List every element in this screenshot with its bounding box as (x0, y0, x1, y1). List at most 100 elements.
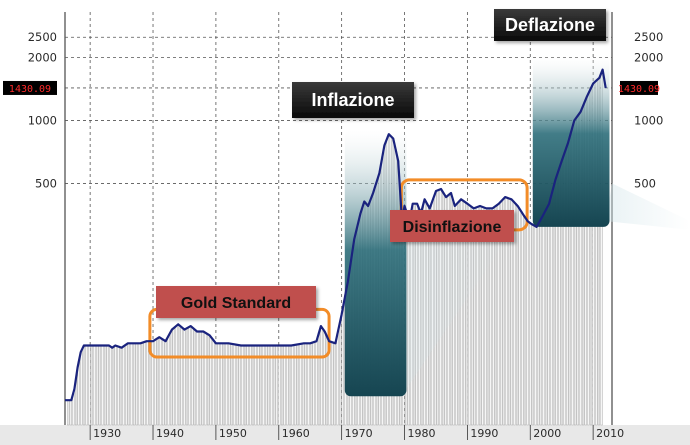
panel-inflazione (344, 130, 407, 397)
series-bar (117, 346, 120, 426)
annotation-box-2 (390, 210, 514, 242)
series-bar (159, 337, 162, 426)
x-axis-strip (0, 425, 690, 445)
series-bar (90, 345, 93, 426)
series-bar (122, 346, 125, 426)
x-tick-2010: 2010 (596, 427, 624, 440)
series-bar (323, 330, 326, 426)
series-bar (135, 343, 138, 426)
series-bar (138, 343, 141, 426)
series-bar (188, 326, 191, 426)
x-tick-1930: 1930 (93, 427, 121, 440)
series-bar (67, 399, 70, 426)
x-tick-1960: 1960 (282, 427, 310, 440)
series-bar (114, 345, 117, 426)
series-bar (518, 208, 521, 426)
series-bar (339, 321, 342, 426)
last-value-badge-left (3, 80, 57, 95)
series-bar (539, 219, 542, 426)
series-bar (521, 213, 524, 426)
series-bar (523, 217, 527, 426)
y-tick-right-2500: 2500 (634, 30, 663, 44)
series-bar (212, 339, 215, 426)
series-bar (312, 341, 315, 426)
series-bar (69, 399, 72, 426)
annotation-label-0: Deflazione (505, 15, 595, 35)
series-bar (204, 332, 207, 426)
series-bar (199, 331, 202, 426)
y-tick-left-2000: 2000 (28, 50, 57, 64)
annotations: Deflazione Inflazione Disinflazione Gold St… (156, 9, 606, 318)
highlight-panels (148, 57, 690, 397)
series-bar (85, 345, 88, 426)
series-bar (201, 331, 204, 426)
series-bar (550, 194, 553, 426)
y-tick-right-1000: 1000 (634, 113, 663, 127)
series-bar (167, 335, 170, 426)
series-line (65, 68, 607, 402)
series-bar (111, 346, 115, 426)
last-value-badge-right (620, 80, 658, 95)
series-bar (185, 328, 189, 426)
y-tick-right-500: 500 (634, 176, 656, 190)
series-bar (547, 204, 550, 426)
series-bar (93, 345, 96, 426)
series-bar (515, 205, 519, 426)
series-bar (333, 342, 336, 426)
series-bar (101, 345, 104, 426)
series-bar (315, 341, 318, 426)
last-value-text-right: 1430.09 (618, 84, 660, 95)
series-bar (172, 327, 175, 426)
annotation-label-2: Disinflazione (403, 219, 502, 236)
series-bar (177, 324, 181, 426)
series-bar (106, 345, 109, 426)
x-tick-2000: 2000 (533, 427, 561, 440)
series-bar (82, 345, 86, 426)
series-bar (141, 342, 144, 426)
y-tick-left-2500: 2500 (28, 30, 57, 44)
series-bar (207, 334, 210, 426)
x-tick-1970: 1970 (345, 427, 373, 440)
y-tick-left-500: 500 (35, 176, 57, 190)
series-bar (310, 342, 313, 426)
series-bar (133, 343, 136, 426)
annotation-label-3: Gold Standard (181, 295, 291, 312)
x-tick-1950: 1950 (219, 427, 247, 440)
x-tick-1980: 1980 (408, 427, 436, 440)
series-bar (191, 327, 194, 426)
series-bar (325, 336, 329, 426)
series-bar (534, 226, 537, 426)
series-bar (146, 341, 149, 426)
annotation-box-1 (292, 82, 414, 118)
series-bar (96, 345, 99, 426)
series-bar (125, 344, 128, 426)
series-bar (317, 332, 321, 426)
series-bar (196, 331, 199, 426)
price-series (65, 68, 607, 402)
series-bar (542, 214, 545, 426)
series-bar (104, 345, 107, 426)
series-bar (170, 330, 173, 426)
series-bar (341, 308, 344, 426)
series-bar (130, 343, 133, 426)
series-bar (336, 333, 339, 426)
series-bar (175, 325, 178, 426)
series-bar (80, 350, 83, 426)
series-bar (127, 343, 130, 426)
y-tick-right-2000: 2000 (634, 50, 663, 64)
annotation-box-3 (156, 286, 316, 318)
beam-deflazione (605, 183, 690, 230)
x-tick-1990: 1990 (470, 427, 498, 440)
series-bar (320, 326, 323, 426)
series-bar (98, 345, 101, 426)
series-bar (180, 327, 183, 426)
series-bar (526, 220, 529, 426)
series-bar (154, 339, 157, 426)
series-bar (529, 222, 532, 426)
series-bar (88, 345, 91, 426)
y-tick-left-1000: 1000 (28, 113, 57, 127)
series-bar (209, 336, 212, 426)
annotation-label-1: Inflazione (311, 90, 394, 110)
series-bar (143, 341, 146, 426)
